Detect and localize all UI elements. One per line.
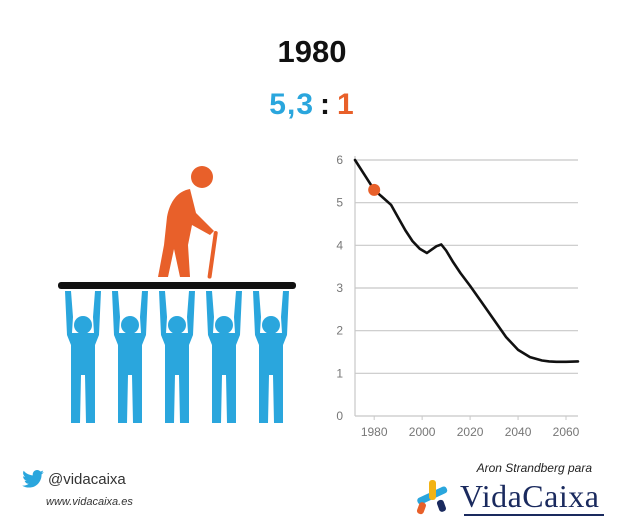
author-credit: Aron Strandberg para <box>476 461 592 475</box>
twitter-link[interactable]: @vidacaixa <box>22 470 126 488</box>
twitter-handle: @vidacaixa <box>48 470 126 488</box>
x-tick-label: 2040 <box>505 425 532 439</box>
ratio-line-chart: 0 1 2 3 4 5 6 1980 2000 2020 2040 2060 <box>336 153 580 439</box>
x-tick-label: 2000 <box>409 425 436 439</box>
y-tick-label: 6 <box>336 153 343 167</box>
worker-figure-icon <box>206 291 242 423</box>
worker-figure-icon <box>159 291 195 423</box>
chart-series <box>353 158 580 364</box>
brand-name: VidaCaixa <box>460 477 600 514</box>
platform-bar <box>58 282 296 289</box>
workers-ratio-value: 5,3 <box>269 88 315 121</box>
vidacaixa-star-logo <box>416 480 448 515</box>
y-tick-label: 4 <box>336 238 343 252</box>
y-tick-label: 2 <box>336 324 343 338</box>
x-tick-label: 2060 <box>553 425 580 439</box>
x-axis-ticks: 1980 2000 2020 2040 2060 <box>361 425 580 439</box>
twitter-bird-icon <box>22 470 44 488</box>
vidacaixa-brand: VidaCaixa <box>410 476 599 516</box>
workers-group <box>65 291 289 423</box>
illustration-workers-supporting-retiree <box>58 166 296 423</box>
x-tick-label: 2020 <box>457 425 484 439</box>
worker-figure-icon <box>112 291 148 423</box>
y-tick-label: 5 <box>336 196 343 210</box>
highlight-point <box>368 183 381 196</box>
ratio-display: 5,3:1 <box>0 88 624 122</box>
brand-underline <box>464 514 604 516</box>
x-tick-label: 1980 <box>361 425 388 439</box>
y-tick-label: 0 <box>336 409 343 423</box>
ratio-separator: : <box>320 88 332 121</box>
y-axis-ticks: 0 1 2 3 4 5 6 <box>336 153 343 423</box>
chart-grid <box>354 156 578 420</box>
y-tick-label: 1 <box>336 366 343 380</box>
year-title: 1980 <box>277 34 347 69</box>
series-line <box>353 158 580 364</box>
website-link[interactable]: www.vidacaixa.es <box>46 496 133 508</box>
worker-figure-icon <box>253 291 289 423</box>
elderly-person-icon <box>158 166 218 279</box>
retired-ratio-value: 1 <box>337 88 355 121</box>
worker-figure-icon <box>65 291 101 423</box>
y-tick-label: 3 <box>336 281 343 295</box>
